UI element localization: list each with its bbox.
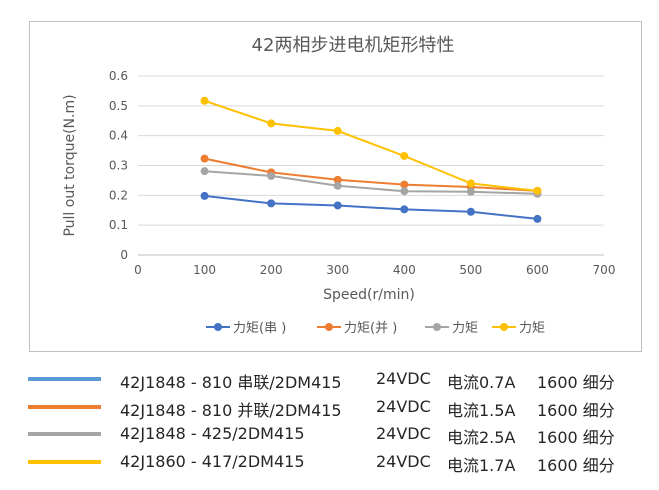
y-tick-label: 0.2: [109, 188, 128, 202]
x-tick-label: 600: [526, 263, 549, 277]
series-line-2: [204, 170, 538, 195]
x-tick-label: 500: [459, 263, 482, 277]
note-model: 42J1848 - 810 串联/2DM415: [120, 373, 342, 392]
note-model: 42J1848 - 425/2DM415: [120, 424, 305, 443]
y-tick-label: 0.5: [109, 99, 128, 113]
y-tick-label: 0.6: [109, 69, 128, 83]
legend-label: 力矩(并 ): [344, 321, 397, 336]
note-row: 42J1848 - 810 串联/2DM415 24VDC 电流0.7A 160…: [0, 365, 659, 392]
data-point: [400, 151, 409, 160]
y-tick-label: 0.4: [109, 129, 128, 143]
note-microstep: 1600 细分: [537, 428, 615, 447]
x-tick-label: 0: [134, 263, 142, 277]
x-tick-label: 100: [193, 263, 216, 277]
chart-area: 42两相步进电机矩形特性 0 0.1 0.2 0.3 0.4 0.5 0.6 0 100 200 30…: [29, 21, 642, 352]
y-tick-label: 0.3: [109, 159, 128, 173]
note-voltage: 24VDC: [376, 452, 431, 471]
note-row: 42J1848 - 810 并联/2DM415 24VDC 电流1.5A 160…: [0, 393, 659, 420]
note-row: 42J1848 - 425/2DM415 24VDC 电流2.5A 1600 细…: [0, 420, 659, 447]
data-point: [466, 179, 475, 188]
data-point: [533, 186, 542, 195]
note-voltage: 24VDC: [376, 397, 431, 416]
data-point: [333, 201, 342, 210]
data-point: [200, 167, 209, 176]
legend-label: 力矩: [452, 321, 478, 336]
data-point: [267, 199, 276, 208]
y-tick-label: 0: [120, 248, 128, 262]
x-tick-label: 400: [393, 263, 416, 277]
note-color-line: [28, 432, 101, 436]
data-point: [333, 175, 342, 184]
note-current: 电流0.7A: [447, 373, 516, 392]
data-point: [400, 187, 409, 196]
data-point: [466, 207, 475, 216]
legend-swatch-marker: [325, 323, 333, 331]
x-tick-label: 300: [326, 263, 349, 277]
data-point: [267, 171, 276, 180]
note-current: 电流1.5A: [447, 401, 516, 420]
chart-title: 42两相步进电机矩形特性: [252, 35, 455, 56]
data-point: [200, 96, 209, 105]
x-tick-label: 200: [260, 263, 283, 277]
note-current: 电流2.5A: [447, 428, 516, 447]
data-point: [200, 191, 209, 200]
note-microstep: 1600 细分: [537, 401, 615, 420]
note-color-line: [28, 405, 101, 409]
data-point: [400, 180, 409, 189]
legend-label: 力矩: [519, 321, 545, 336]
x-tick-label: 700: [593, 263, 616, 277]
note-color-line: [28, 377, 101, 381]
note-model: 42J1860 - 417/2DM415: [120, 452, 305, 471]
series-line-3: [204, 99, 538, 192]
legend-swatch-marker: [500, 323, 508, 331]
x-axis-label: Speed(r/min): [323, 287, 415, 303]
data-point: [533, 214, 542, 223]
note-voltage: 24VDC: [376, 424, 431, 443]
data-point: [333, 181, 342, 190]
legend-swatch-marker: [433, 323, 441, 331]
data-point: [267, 119, 276, 128]
note-row: 42J1860 - 417/2DM415 24VDC 电流1.7A 1600 细…: [0, 448, 659, 475]
note-color-line: [28, 460, 101, 464]
data-point: [400, 205, 409, 214]
series-line-1: [204, 157, 538, 192]
note-microstep: 1600 细分: [537, 456, 615, 475]
y-axis-label: Pull out torque(N.m): [62, 94, 78, 236]
y-tick-label: 0.1: [109, 218, 128, 232]
torque-chart: 42两相步进电机矩形特性 0 0.1 0.2 0.3 0.4 0.5 0.6 0 100 200 30…: [62, 35, 616, 336]
note-current: 电流1.7A: [447, 456, 516, 475]
data-point: [200, 154, 209, 163]
data-point: [333, 126, 342, 135]
note-voltage: 24VDC: [376, 369, 431, 388]
legend-label: 力矩(串 ): [233, 321, 286, 336]
note-model: 42J1848 - 810 并联/2DM415: [120, 401, 342, 420]
series-line-0: [204, 194, 538, 220]
legend-swatch-marker: [214, 323, 222, 331]
data-point: [466, 187, 475, 196]
note-microstep: 1600 细分: [537, 373, 615, 392]
